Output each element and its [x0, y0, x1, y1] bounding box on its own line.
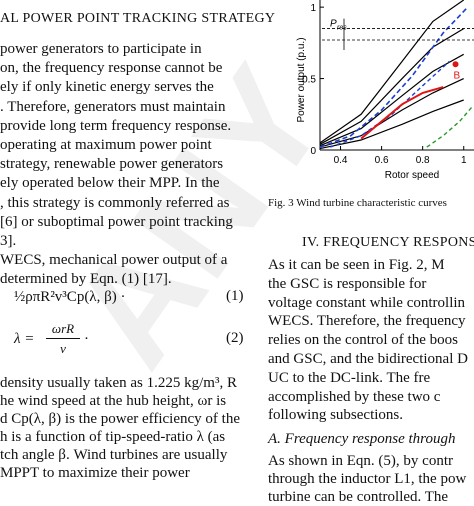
power-curve	[319, 53, 464, 147]
section-iv-heading: IV. FREQUENCY RESPONS	[302, 235, 474, 250]
text-line: following subsections.	[268, 407, 403, 424]
pres-label: P	[330, 19, 337, 30]
text-line: provide long term frequency response.	[0, 117, 232, 134]
text-line: . Therefore, generators must maintain	[0, 98, 226, 115]
text-line: voltage constant while controllin	[268, 294, 466, 311]
y-tick-label: 1	[310, 3, 316, 14]
equation-2-numerator: ωrR	[46, 320, 80, 339]
text-line: As shown in Eqn. (5), by contr	[268, 453, 453, 469]
x-tick-label: 1	[461, 155, 467, 166]
text-line: ely operated below their MPP. In the	[0, 175, 220, 192]
red-curve	[360, 86, 444, 140]
text-line: UC to the DC-link. The fre	[268, 369, 431, 386]
x-tick-label: 0.8	[416, 155, 430, 166]
y-tick-label: 0	[310, 146, 316, 157]
text-line: As it can be seen in Fig. 2, M	[268, 257, 445, 273]
point-b-label: B	[453, 70, 460, 81]
equation-1-number: (1)	[226, 288, 244, 304]
figure-caption: Fig. 3 Wind turbine characteristic curve…	[268, 197, 447, 209]
text-line: density usually taken as 1.225 kg/m³, R	[0, 375, 237, 391]
text-line: 3].	[0, 233, 17, 249]
text-line: power generators to participate in	[0, 41, 202, 57]
text-line: through the inductor L1, the pow	[268, 471, 467, 487]
power-curve	[319, 0, 465, 144]
x-axis-label: Rotor speed	[385, 170, 439, 180]
right-column: 0 0.5 1 0.4 0.6 0.8 1 Power output (p.u.) Rotor …	[262, 0, 474, 505]
section-heading: AL POWER POINT TRACKING STRATEGY	[0, 11, 276, 26]
text-line: relies on the control of the boos	[268, 332, 458, 349]
deload-curve	[330, 60, 450, 148]
equation-2-number: (2)	[226, 330, 244, 346]
text-line: strategy, renewable power generators	[0, 156, 224, 173]
text-line: he wind speed at the hub height, ωr is	[0, 393, 227, 409]
text-line: WECS. Therefore, the frequency	[268, 313, 466, 330]
power-curve	[319, 99, 464, 150]
text-line: , this strategy is commonly referred as	[0, 194, 230, 211]
equation-2-lhs: λ =	[14, 331, 35, 347]
equation-2-denominator: v	[60, 341, 66, 356]
text-line: [6] or suboptimal power point tracking	[0, 213, 233, 230]
text-line: operating at maximum power point	[0, 137, 212, 153]
point-b-marker	[452, 61, 459, 68]
y-axis-label: Power output (p.u.)	[296, 37, 307, 122]
text-line: turbine can be controlled. The	[268, 489, 449, 505]
text-line: MPPT to maximize their power	[0, 465, 190, 481]
text-line: d Cp(λ, β) is the power efficiency of th…	[0, 411, 240, 427]
x-tick-label: 0.6	[375, 155, 389, 166]
text-line: the GSC is responsible for	[268, 275, 427, 292]
subsection-a-heading: A. Frequency response through	[268, 431, 456, 447]
pres-label-sub: res	[337, 25, 347, 32]
text-line: WECS, mechanical power output of a	[0, 252, 228, 269]
wind-turbine-chart: 0 0.5 1 0.4 0.6 0.8 1 Power output (p.u.) Rotor …	[296, 0, 474, 180]
x-tick-label: 0.4	[334, 155, 348, 166]
text-line: and GSC, and the bidirectional D	[268, 351, 468, 367]
y-tick-label: 0.5	[302, 75, 316, 86]
text-line: ely if only kinetic energy serves the	[0, 79, 214, 96]
text-line: h is a function of tip-speed-ratio λ (as	[0, 429, 226, 445]
text-line: on, the frequency response cannot be	[0, 60, 223, 77]
text-line: accomplished by these two c	[268, 388, 441, 405]
text-line: tch angle β. Wind turbines are usually	[0, 447, 228, 463]
equation-2-dot: ·	[84, 331, 89, 347]
green-curve	[426, 106, 473, 148]
text-line: determined by Eqn. (1) [17].	[0, 271, 172, 288]
equation-1: ½ρπR²v³Cp(λ, β) ·	[14, 289, 126, 305]
power-curve	[319, 28, 465, 145]
